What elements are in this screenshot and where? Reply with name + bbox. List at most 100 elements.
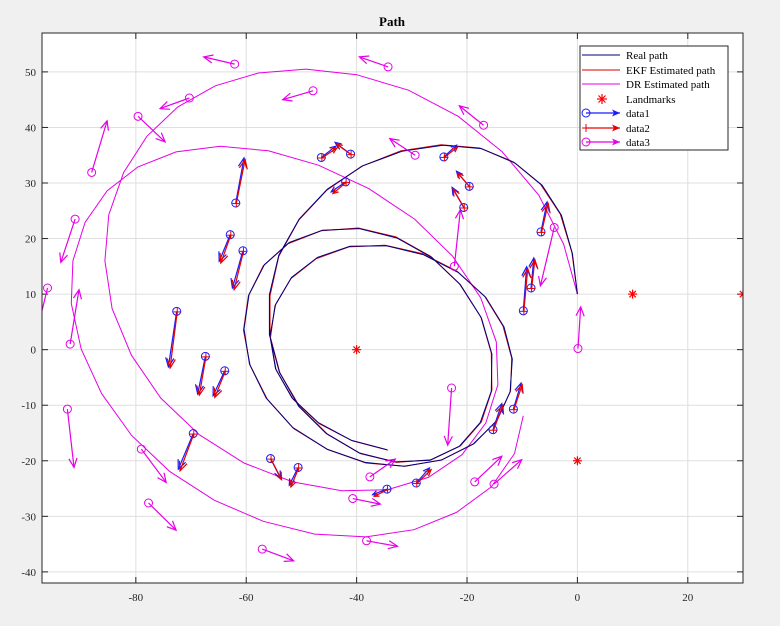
data3-marker bbox=[447, 383, 457, 393]
y-tick-label: 50 bbox=[25, 67, 37, 79]
data3-arrow-head bbox=[72, 288, 83, 300]
landmark-marker bbox=[738, 289, 743, 299]
data1-arrow-shaft bbox=[330, 181, 346, 193]
data2-arrow-shaft bbox=[198, 356, 207, 396]
legend-label-data3: data3 bbox=[626, 137, 650, 149]
data3-arrow-head bbox=[538, 275, 547, 288]
data1-arrow-head bbox=[218, 251, 227, 263]
data3-arrow-head bbox=[100, 119, 109, 131]
data2-arrow-head bbox=[522, 267, 532, 279]
data2-arrow-shaft bbox=[374, 489, 388, 497]
data2-arrow-head bbox=[495, 403, 505, 415]
data1-marker bbox=[464, 181, 474, 191]
data2-arrow-head bbox=[529, 258, 539, 270]
data3-arrow-head bbox=[511, 458, 523, 470]
legend-label-data2: data2 bbox=[626, 123, 650, 135]
data3-arrow-shaft bbox=[474, 455, 503, 483]
data3-arrow-shaft bbox=[91, 120, 108, 173]
data2-arrow-shaft bbox=[235, 159, 246, 204]
data3-marker bbox=[449, 261, 459, 271]
data1-marker bbox=[526, 283, 536, 293]
data3-marker bbox=[65, 339, 75, 349]
data3-arrow-head bbox=[59, 252, 68, 264]
data2-arrow-shaft bbox=[457, 172, 471, 188]
data1-marker bbox=[382, 484, 392, 494]
real-path-line bbox=[243, 144, 578, 467]
data2-arrow-shaft bbox=[169, 311, 178, 369]
data3-marker bbox=[362, 536, 372, 546]
x-tick-label: -60 bbox=[239, 592, 254, 604]
data2-arrow-head bbox=[452, 187, 460, 197]
data3-marker bbox=[62, 404, 72, 414]
data3-marker bbox=[410, 150, 420, 160]
data3-arrow-shaft bbox=[203, 56, 235, 65]
data1-marker bbox=[439, 152, 449, 162]
data2-arrow-head bbox=[331, 187, 339, 195]
data3-arrow-head bbox=[155, 132, 167, 143]
data1-marker bbox=[293, 462, 303, 472]
data1-arrow-head bbox=[494, 402, 504, 414]
landmark-marker bbox=[352, 345, 362, 355]
data1-marker bbox=[488, 425, 498, 435]
data2-arrow-head bbox=[178, 460, 188, 473]
data2-arrow-shaft bbox=[416, 469, 432, 484]
data2-arrow-head bbox=[274, 471, 283, 482]
data3-arrow-head bbox=[32, 335, 40, 345]
data3-arrow-head bbox=[68, 457, 78, 469]
data1-arrow-head bbox=[540, 200, 550, 212]
legend-swatch-landmarks bbox=[597, 94, 607, 104]
data2-arrow-head bbox=[372, 491, 380, 497]
data1-marker bbox=[459, 202, 469, 212]
data3-arrow-head bbox=[492, 455, 503, 466]
data3-arrow-shaft bbox=[359, 56, 389, 68]
data2-arrow-head bbox=[196, 385, 206, 397]
legend-label-real-path: Real path bbox=[626, 50, 668, 62]
data1-arrow-head bbox=[194, 384, 204, 396]
data1-arrow-head bbox=[451, 186, 460, 196]
data2-arrow-head bbox=[515, 383, 524, 394]
data3-marker bbox=[308, 86, 318, 96]
data3-arrow-shaft bbox=[352, 497, 381, 505]
data2-arrow-head bbox=[541, 202, 551, 214]
data1-marker bbox=[518, 306, 528, 316]
landmark-stroke bbox=[739, 290, 743, 295]
y-tick-label: 0 bbox=[31, 345, 37, 357]
data2-arrow-head bbox=[424, 468, 433, 477]
data1-marker bbox=[411, 478, 421, 488]
data3-arrow-head bbox=[385, 458, 397, 469]
data3-arrow-head bbox=[575, 305, 585, 317]
data3-arrow-head bbox=[166, 520, 178, 532]
data3-arrow-shaft bbox=[458, 105, 484, 126]
data3-marker bbox=[43, 283, 53, 293]
data3-arrow-head bbox=[157, 472, 168, 484]
data3-marker bbox=[87, 167, 97, 177]
y-tick-label: -30 bbox=[21, 511, 36, 523]
data2-arrow-shaft bbox=[233, 251, 245, 290]
data3-arrow-head bbox=[443, 435, 453, 447]
data1-arrow-shaft bbox=[235, 157, 245, 204]
data1-marker bbox=[220, 366, 230, 376]
data3-marker bbox=[144, 498, 154, 508]
dr-path-line bbox=[70, 68, 578, 538]
legend: Real path EKF Estimated path DR Estimate… bbox=[579, 45, 729, 151]
y-tick-label: -20 bbox=[21, 456, 36, 468]
y-tick-label: 40 bbox=[25, 122, 37, 134]
legend-label-ekf-path: EKF Estimated path bbox=[626, 65, 716, 77]
data2-arrow-head bbox=[166, 358, 176, 370]
landmark-stroke bbox=[739, 293, 743, 298]
data3-arrow-shaft bbox=[493, 459, 523, 485]
data2-arrow-shaft bbox=[530, 259, 536, 289]
data1-marker bbox=[188, 429, 198, 439]
data3-arrow-head bbox=[458, 104, 470, 115]
tick-marks bbox=[42, 33, 743, 583]
data3-marker bbox=[383, 62, 393, 72]
data2-arrow-shaft bbox=[523, 268, 529, 312]
data2-arrow-shaft bbox=[492, 405, 504, 431]
legend-label-landmarks: Landmarks bbox=[626, 94, 675, 106]
data3-arrow-shaft bbox=[539, 227, 555, 286]
landmark-stroke bbox=[628, 290, 637, 298]
data2-arrow-shaft bbox=[179, 433, 195, 471]
data2-arrow-shaft bbox=[321, 147, 338, 159]
data1-arrow-shaft bbox=[218, 234, 231, 262]
